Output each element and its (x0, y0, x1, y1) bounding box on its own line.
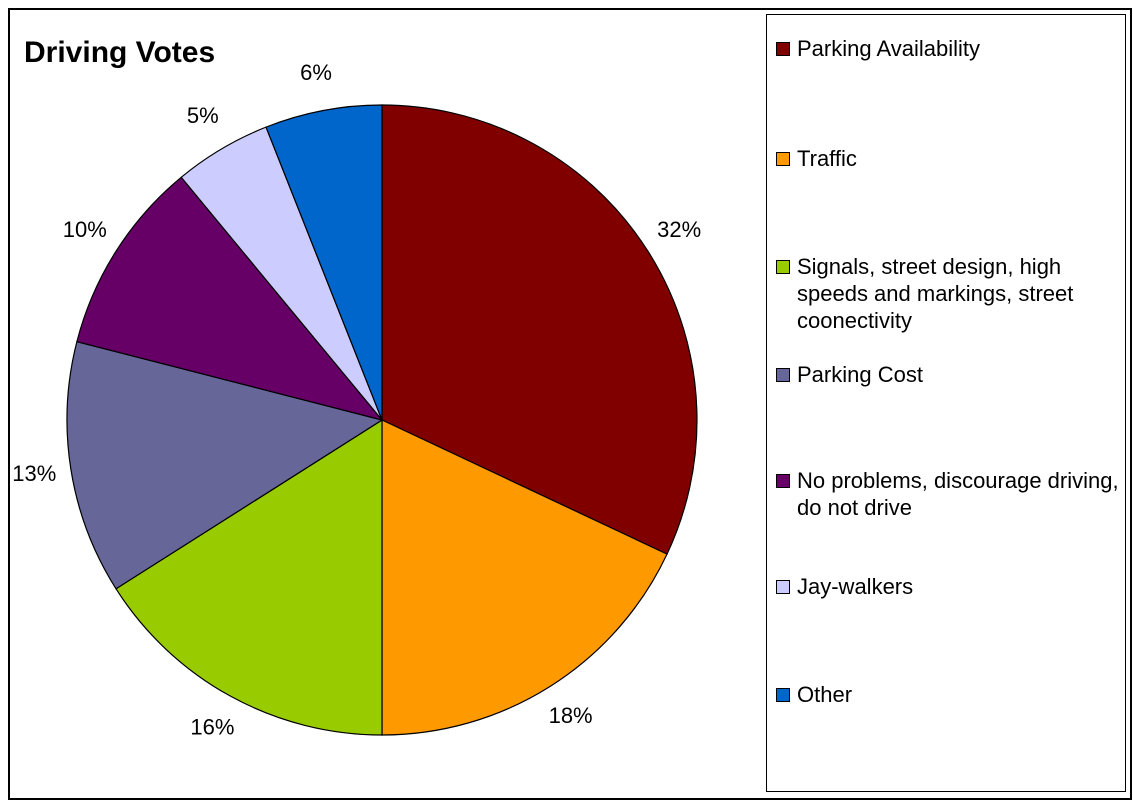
data-label: 18% (549, 703, 593, 728)
data-label: 13% (12, 461, 56, 486)
data-label: 5% (187, 103, 219, 128)
legend-label: Signals, street design, high speeds and … (797, 254, 1074, 333)
legend-label: Traffic (797, 146, 857, 171)
legend-swatch (776, 474, 790, 488)
pie-slice (265, 104, 383, 421)
pie-slice (76, 176, 384, 422)
legend-swatch (776, 260, 790, 274)
data-label: 32% (657, 217, 701, 242)
legend-swatch (776, 152, 790, 166)
pie-slice (66, 340, 384, 590)
legend-label: Parking Cost (797, 362, 923, 387)
data-label: 6% (300, 60, 332, 85)
legend-swatch (776, 368, 790, 382)
data-label: 16% (190, 714, 234, 739)
chart-title: Driving Votes (24, 36, 216, 69)
legend-swatch (776, 580, 790, 594)
legend-label: Jay-walkers (797, 574, 914, 599)
legend-swatch (776, 42, 790, 56)
pie-slice (381, 419, 668, 736)
legend-label: Parking Availability (797, 36, 981, 61)
legend-label: Other (797, 682, 853, 707)
legend-label: No problems, discourage driving, do not … (797, 468, 1119, 520)
pie-slice (381, 104, 698, 555)
data-label: 10% (63, 217, 107, 242)
legend: Parking Availability Traffic Signals, stre… (766, 14, 1126, 792)
legend-swatch (776, 688, 790, 702)
pie-slice (115, 418, 383, 736)
